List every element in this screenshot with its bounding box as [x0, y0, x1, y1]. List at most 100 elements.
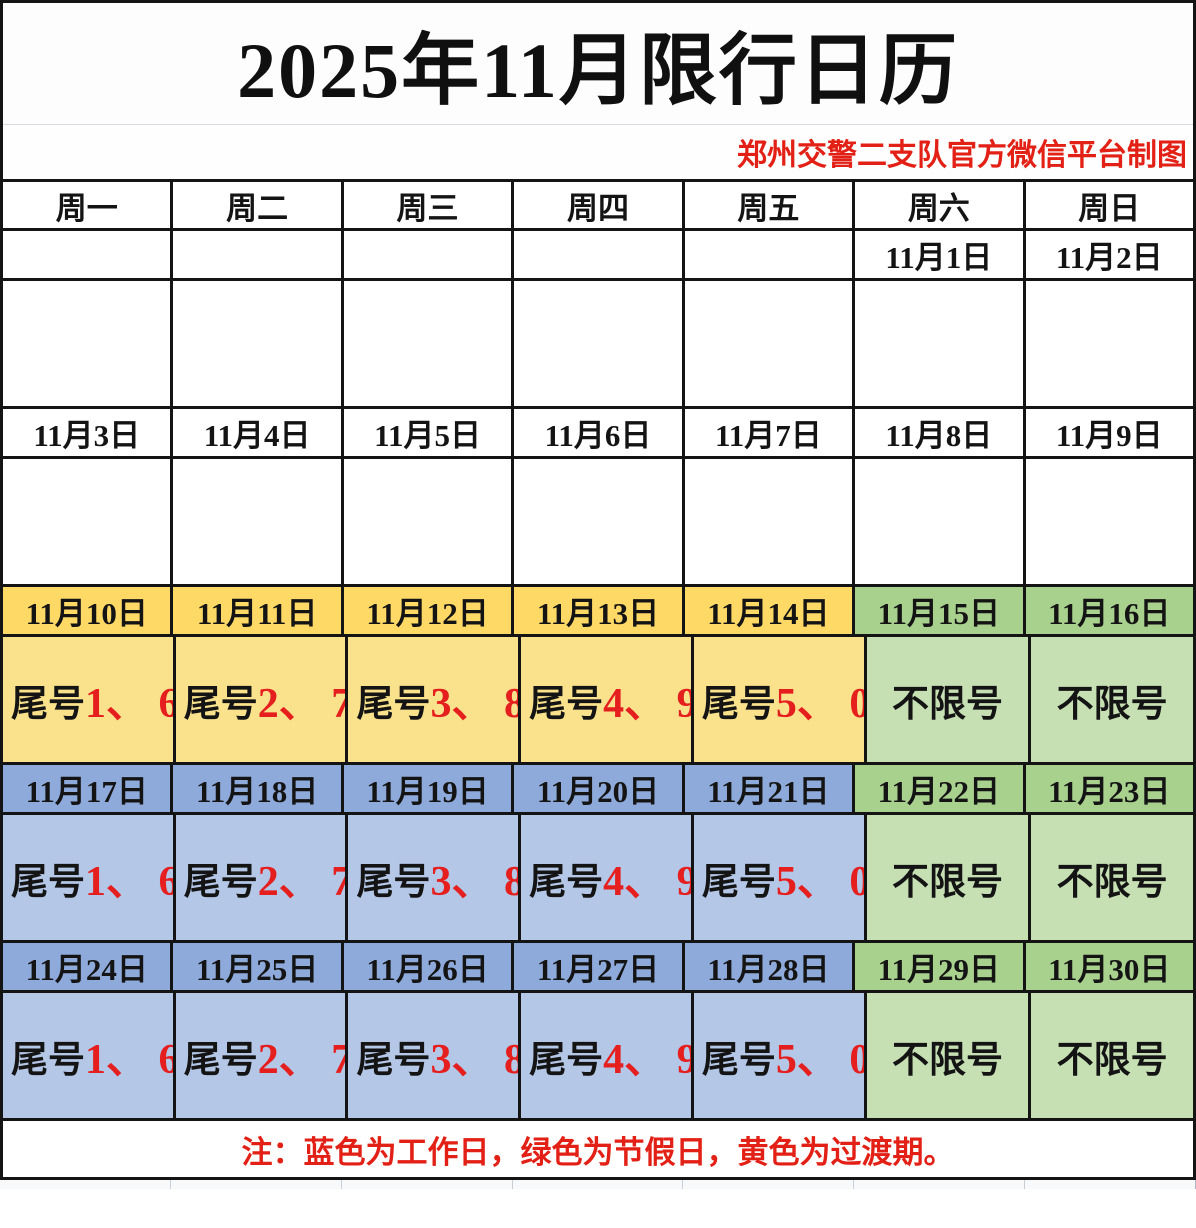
restriction-numbers: 1、 6 [85, 1037, 176, 1083]
restriction-cell: 尾号 4、 9 [521, 993, 694, 1118]
restriction-cell [1025, 281, 1193, 406]
restriction-cell: 尾号 4、 9 [521, 637, 694, 762]
restriction-numbers: 3、 8 [430, 681, 522, 727]
restriction-numbers: 4、 9 [603, 681, 694, 727]
legend-note-row: 注：蓝色为工作日，绿色为节假日，黄色为过渡期。 [3, 1121, 1193, 1177]
date-cell-nov14: 11月14日 [684, 587, 856, 634]
restriction-cell: 尾号 4、 9 [521, 815, 694, 940]
restriction-numbers: 5、 0 [775, 859, 867, 905]
grid-remnant-cell [171, 1180, 342, 1189]
date-cell-nov11: 11月11日 [173, 587, 344, 634]
restriction-cell: 尾号 2、 7 [175, 637, 349, 762]
date-cell [514, 231, 685, 278]
date-cell-nov30: 11月30日 [1025, 943, 1193, 990]
restriction-cell-unrestricted: 不限号 [1031, 815, 1194, 940]
restriction-cell: 尾号 3、 8 [348, 993, 522, 1118]
restriction-numbers: 1、 6 [85, 681, 176, 727]
restriction-cell-unrestricted: 不限号 [866, 815, 1032, 940]
week4-date-row: 11月17日 11月18日 11月19日 11月20日 11月21日 11月22… [3, 765, 1193, 815]
date-cell-nov6: 11月6日 [514, 409, 685, 456]
restriction-cell: 尾号 5、 0 [693, 815, 867, 940]
restriction-numbers: 3、 8 [430, 1037, 522, 1083]
restriction-cell [3, 459, 174, 584]
date-cell-nov9: 11月9日 [1025, 409, 1193, 456]
restriction-numbers: 5、 0 [775, 681, 867, 727]
week5-date-row: 11月24日 11月25日 11月26日 11月27日 11月28日 11月29… [3, 943, 1193, 993]
date-cell-nov13: 11月13日 [514, 587, 685, 634]
restriction-cell-unrestricted: 不限号 [1031, 993, 1194, 1118]
restriction-cell [684, 281, 856, 406]
date-cell-nov27: 11月27日 [514, 943, 685, 990]
restriction-label: 尾号 [183, 859, 258, 903]
restriction-numbers: 2、 7 [257, 1037, 349, 1083]
title-block: 2025年11月限行日历 [3, 3, 1193, 125]
date-cell-nov15: 11月15日 [855, 587, 1026, 634]
restriction-cell: 尾号 1、 6 [3, 815, 176, 940]
date-cell-nov4: 11月4日 [173, 409, 344, 456]
page-title: 2025年11月限行日历 [237, 26, 959, 114]
weekday-header-sun: 周日 [1025, 182, 1193, 228]
restriction-cell [855, 281, 1026, 406]
restriction-label: 尾号 [11, 1037, 85, 1081]
grid-remnant-cell [513, 1180, 684, 1189]
date-cell [3, 231, 174, 278]
restriction-numbers: 2、 7 [257, 681, 349, 727]
restriction-cell-unrestricted: 不限号 [866, 637, 1032, 762]
date-cell-nov16: 11月16日 [1025, 587, 1193, 634]
weekday-header-wed: 周三 [343, 182, 515, 228]
restriction-cell: 尾号 1、 6 [3, 637, 176, 762]
restriction-cell: 尾号 3、 8 [348, 637, 522, 762]
restriction-label: 尾号 [701, 859, 776, 903]
date-cell [684, 231, 856, 278]
restriction-cell [514, 459, 685, 584]
restriction-cell-unrestricted: 不限号 [866, 993, 1032, 1118]
restriction-label: 不限号 [891, 1037, 1003, 1081]
weekday-header-sat: 周六 [855, 182, 1026, 228]
restriction-label: 不限号 [1056, 681, 1168, 725]
date-cell-nov26: 11月26日 [343, 943, 515, 990]
grid-remnant-cell [342, 1180, 513, 1189]
restriction-label: 尾号 [356, 859, 431, 903]
date-cell-nov3: 11月3日 [3, 409, 174, 456]
date-cell-nov20: 11月20日 [514, 765, 685, 812]
legend-note-text: 注：蓝色为工作日，绿色为节假日，黄色为过渡期。 [241, 1134, 955, 1171]
restriction-cell: 尾号 2、 7 [175, 815, 349, 940]
week4-restriction-row: 尾号 1、 6 尾号 2、 7 尾号 3、 8 尾号 4、 9 尾号 5、 0 不限号 不… [3, 815, 1194, 943]
restriction-cell [855, 459, 1026, 584]
restriction-cell [684, 459, 856, 584]
spreadsheet-grid-remnant [0, 1180, 1196, 1189]
week1-restriction-row [3, 281, 1193, 409]
week3-restriction-row: 尾号 1、 6 尾号 2、 7 尾号 3、 8 尾号 4、 9 尾号 5、 0 不限号 不… [3, 637, 1194, 765]
restriction-cell: 尾号 1、 6 [3, 993, 176, 1118]
restriction-label: 尾号 [183, 1037, 258, 1081]
grid-remnant-cell [0, 1180, 171, 1189]
restriction-label: 尾号 [529, 859, 604, 903]
restriction-label: 不限号 [1056, 1037, 1168, 1081]
date-cell-nov2: 11月2日 [1025, 231, 1193, 278]
restriction-label: 不限号 [1056, 859, 1168, 903]
date-cell-nov25: 11月25日 [173, 943, 344, 990]
date-cell-nov17: 11月17日 [3, 765, 174, 812]
date-cell-nov5: 11月5日 [343, 409, 515, 456]
restriction-label: 尾号 [529, 681, 604, 725]
attribution-text: 郑州交警二支队官方微信平台制图 [737, 138, 1187, 173]
restriction-numbers: 5、 0 [775, 1037, 867, 1083]
date-cell-nov22: 11月22日 [855, 765, 1026, 812]
calendar-grid: 周一 周二 周三 周四 周五 周六 周日 11月1日 11月2日 [3, 179, 1194, 1121]
restriction-label: 尾号 [356, 681, 431, 725]
weekday-header-mon: 周一 [3, 182, 174, 228]
restriction-cell [343, 459, 515, 584]
date-cell-nov19: 11月19日 [343, 765, 515, 812]
date-cell-nov18: 11月18日 [173, 765, 344, 812]
restriction-cell [173, 459, 344, 584]
week3-date-row: 11月10日 11月11日 11月12日 11月13日 11月14日 11月15… [3, 587, 1193, 637]
restriction-cell: 尾号 3、 8 [348, 815, 522, 940]
restriction-label: 不限号 [891, 859, 1003, 903]
date-cell-nov24: 11月24日 [3, 943, 174, 990]
restriction-cell [1025, 459, 1193, 584]
grid-remnant-cell [854, 1180, 1026, 1189]
restriction-label: 尾号 [356, 1037, 431, 1081]
date-cell-nov21: 11月21日 [684, 765, 856, 812]
date-cell-nov29: 11月29日 [855, 943, 1026, 990]
